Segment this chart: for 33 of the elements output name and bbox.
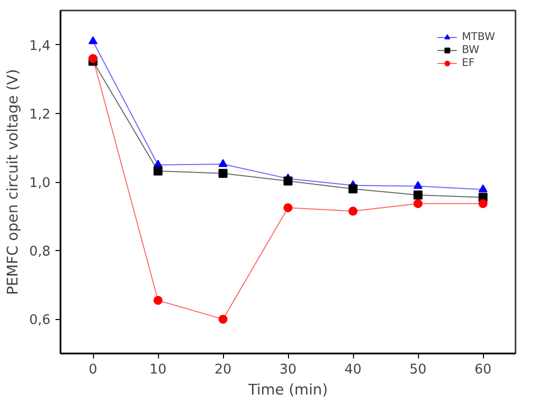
y-tick-label: 0,6 [29, 313, 51, 328]
point [348, 184, 358, 194]
y-tick-label: 1,4 [29, 38, 51, 54]
point [284, 203, 292, 212]
point [218, 168, 228, 178]
point [218, 159, 228, 167]
y-axis-title: PEMFC open circuit voltage (V) [4, 69, 22, 295]
point [154, 296, 162, 305]
x-tick-label: 50 [410, 362, 426, 378]
x-tick-label: 30 [280, 362, 296, 378]
point [154, 166, 162, 176]
point [478, 199, 488, 208]
x-tick-label: 60 [474, 362, 492, 378]
point [414, 190, 422, 200]
point [348, 206, 358, 216]
point [284, 176, 292, 186]
point [218, 314, 228, 324]
y-tick-label: 0,8 [29, 244, 51, 260]
legend-label: BW [462, 43, 480, 56]
legend-label: MTBW [462, 30, 495, 43]
legend-label: EF [462, 56, 476, 69]
point [478, 184, 488, 192]
point [88, 36, 98, 44]
point [414, 180, 422, 189]
x-tick-label: 40 [344, 362, 362, 378]
x-tick-label: 10 [150, 362, 166, 378]
x-tick-label: 20 [214, 362, 232, 378]
point [414, 199, 422, 208]
x-axis-title: Time (min) [247, 382, 328, 398]
x-tick-label: 0 [88, 362, 98, 378]
y-tick-label: 1,0 [29, 176, 51, 191]
y-tick-label: 1,2 [29, 107, 51, 122]
point [88, 54, 98, 64]
